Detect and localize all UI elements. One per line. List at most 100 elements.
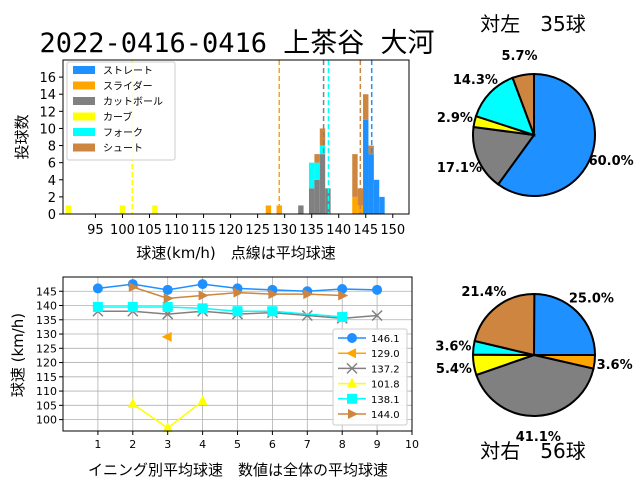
histogram-bar [319,154,326,214]
legend-swatch [73,81,95,90]
y-tick-label: 6 [48,157,56,172]
histogram-bar [352,154,358,197]
data-point [92,283,103,294]
pie-left-slices [472,72,596,197]
pie-slice [533,292,597,356]
line-chart-x-label: イニング別平均球速 数値は全体の平均球速 [88,461,388,479]
data-point [162,284,173,295]
pie-slice-label: 5.7% [502,49,538,64]
y-tick-label: 110 [36,385,57,398]
pie-slice-label: 3.6% [597,358,633,373]
legend-label: 138.1 [371,395,400,406]
x-tick-label: 2 [129,438,136,451]
data-point [92,301,103,312]
y-tick-label: 135 [36,314,57,327]
histogram-bar [319,145,326,155]
line-chart-series [92,279,383,433]
legend-marker [346,348,356,359]
histogram-bar [298,205,304,214]
histogram-bar [308,188,315,214]
pie-right-labels: 25.0% 3.6% 41.1% 5.4% 3.6% 21.4% [435,285,632,445]
x-tick-label: 7 [304,438,311,451]
data-point [301,309,313,322]
line-chart-x-ticks: 1 2 3 4 5 6 7 8 9 10 [94,431,419,451]
data-point [197,303,208,314]
x-tick-label: 125 [245,223,270,238]
main-title: 2022-0416-0416 上茶谷 大河 [39,28,434,59]
pie-slice [474,76,536,137]
y-tick-label: 4 [48,174,56,189]
legend-swatch [73,128,95,136]
data-point [163,293,174,304]
pie-slice [475,353,595,417]
line-chart-legend: 146.1 129.0 137.2 101.8 138.1 144.0 [332,328,408,426]
histogram-bar [319,128,326,146]
legend-marker [348,409,358,419]
legend-marker [347,393,357,404]
histogram-bar [314,162,320,180]
data-point [338,290,349,301]
x-tick-label: 4 [199,438,206,451]
legend-label: 137.2 [371,364,400,375]
legend-marker [346,362,358,374]
y-tick-label: 16 [39,71,56,86]
data-point [197,279,208,290]
pie-left-title: 対左 35球 [480,12,585,36]
pie-slice [496,72,596,197]
legend-label: スライダー [103,80,153,93]
histogram-bar [379,196,385,214]
y-tick-label: 115 [36,371,57,384]
x-tick-label: 120 [218,223,243,238]
pie-slice-label: 3.6% [435,339,471,354]
pie-left: 対左 35球 60.0% 17.1% 2.9% 14.3% 5.7% [437,12,634,197]
pie-slice-label: 14.3% [453,73,498,88]
histogram-bar [314,179,320,214]
data-point [161,331,172,342]
x-tick-label: 140 [326,223,351,238]
x-tick-label: 135 [299,223,324,238]
legend-label: 101.8 [371,380,400,391]
data-point [197,395,208,406]
legend-label: 146.1 [371,334,400,345]
data-point [372,284,383,295]
x-tick-label: 115 [191,223,216,238]
x-tick-label: 100 [110,223,135,238]
legend-marker [347,377,357,388]
histogram-bar [352,196,358,214]
x-tick-label: 105 [137,223,162,238]
line-chart-y-label: 球速 (km/h) [9,313,27,397]
data-point [303,289,314,300]
legend-swatch [73,66,95,74]
histogram-x-ticks: 95 100 105 110 115 120 125 130 135 140 145 150 [87,214,405,238]
y-tick-label: 125 [36,342,57,355]
pie-right: 対右 56球 25.0% 3.6% 41.1% 5.4% 3.6% 21.4% [435,285,632,463]
histogram-bar [265,205,272,214]
x-tick-label: 5 [234,438,241,451]
histogram-bar [276,205,282,214]
pie-left-labels: 60.0% 17.1% 2.9% 14.3% 5.7% [437,49,634,176]
x-tick-label: 9 [374,438,381,451]
histogram-bar [314,154,320,163]
y-tick-label: 105 [36,399,57,412]
histogram-y-ticks: 0 2 4 6 8 10 12 14 16 [39,71,63,223]
pie-right-title: 対右 56球 [480,439,585,463]
x-tick-label: 110 [164,223,189,238]
data-point [198,290,209,301]
pie-slice-label: 17.1% [437,161,482,176]
histogram-bar [65,205,72,214]
histogram-bar [325,188,331,214]
y-tick-label: 10 [39,122,56,137]
histogram-frame [62,59,410,215]
inning-line-chart: 1 2 3 4 5 6 7 8 9 10 1001051101151201251301351401… [9,276,419,479]
pie-right-slices [471,292,597,417]
pie-slice-label: 2.9% [437,111,473,126]
x-tick-label: 130 [272,223,297,238]
data-point [232,306,243,317]
average-lines [131,60,373,214]
y-tick-label: 100 [36,414,57,427]
legend-swatch [73,112,95,121]
pie-slice [472,125,536,186]
legend-label: カーブ [103,111,132,124]
